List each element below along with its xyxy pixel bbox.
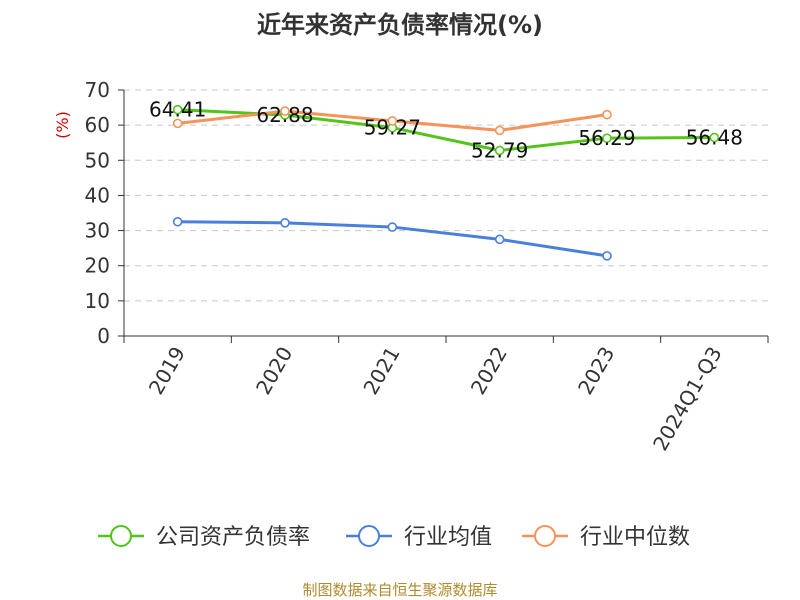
y-tick-label: 0	[97, 324, 110, 348]
data-label: 56.29	[578, 126, 635, 150]
chart-title: 近年来资产负债率情况(%)	[257, 11, 543, 39]
data-label: 52.79	[471, 138, 528, 162]
y-tick-label: 70	[85, 78, 110, 102]
x-tick-label: 2019	[144, 343, 190, 399]
legend-item: 行业中位数	[522, 525, 690, 550]
data-label: 62.88	[256, 103, 313, 127]
gridlines	[124, 89, 768, 302]
series-3-point	[387, 116, 398, 126]
data-labels: 64.41 62.88 59.27 52.79 56.29 56.48	[149, 98, 743, 163]
x-tick-label: 2024Q1-Q3	[648, 343, 727, 455]
series-3-point	[494, 125, 505, 136]
x-tick-label: 2023	[573, 343, 619, 399]
series-3-point	[602, 109, 612, 120]
series-1-point	[494, 145, 505, 156]
series-2-point	[172, 216, 183, 227]
data-label: 59.27	[364, 116, 421, 140]
legend-item: 公司资产负债率	[98, 525, 310, 550]
legend-label: 行业均值	[404, 525, 492, 550]
legend-label: 公司资产负债率	[156, 525, 310, 550]
series-layer	[172, 104, 720, 261]
series-2-point	[494, 234, 505, 245]
y-axis-unit: (%)	[53, 111, 72, 139]
series-2-point	[387, 222, 398, 232]
legend-item: 行业均值	[346, 525, 492, 550]
legend-marker	[110, 525, 132, 547]
source-note: 制图数据来自恒生聚源数据库	[302, 581, 497, 599]
legend-marker	[534, 525, 556, 547]
legend-marker	[358, 525, 380, 547]
series-3-point	[280, 106, 290, 116]
y-tick-label: 40	[85, 183, 110, 207]
x-tick-label: 2020	[251, 343, 297, 399]
series-2-point	[602, 251, 612, 261]
series-1-point	[172, 104, 183, 115]
x-tick-label: 2021	[358, 343, 404, 399]
data-label: 64.41	[149, 98, 206, 122]
y-tick-label: 20	[85, 254, 110, 278]
legend: 公司资产负债率 行业均值 行业中位数	[98, 525, 690, 550]
y-tick-label: 10	[85, 289, 110, 313]
series-1-point	[602, 133, 612, 143]
y-tick-label: 50	[85, 148, 110, 172]
series-1-point	[709, 132, 720, 143]
data-label: 56.48	[686, 126, 743, 150]
x-tick-label: 2022	[466, 342, 512, 398]
series-3-point	[172, 118, 183, 129]
legend-label: 行业中位数	[580, 525, 690, 550]
y-tick-label: 30	[85, 219, 110, 243]
series-2-point	[280, 218, 290, 228]
y-tick-label: 60	[85, 113, 110, 137]
